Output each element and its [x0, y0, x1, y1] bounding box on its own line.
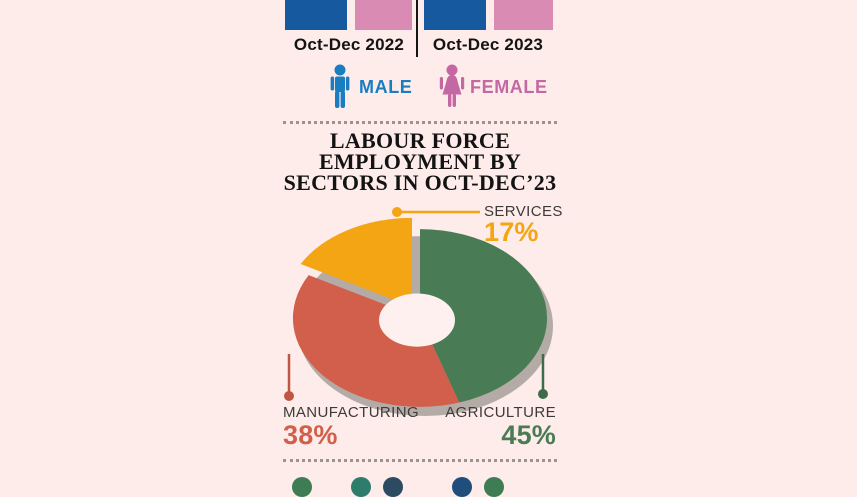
- pie-chart-title: LABOUR FORCE EMPLOYMENT BY SECTORS IN OC…: [278, 128, 562, 195]
- donut-chart: [284, 207, 553, 416]
- infographic-canvas: { "colors": { "background": "#FDECEA", "…: [278, 0, 563, 497]
- male-legend-label: MALE: [359, 77, 413, 97]
- title-line-1: LABOUR FORCE: [329, 128, 511, 153]
- female-bar-2022: [355, 0, 412, 30]
- cropped-next-section-dot: [484, 477, 504, 497]
- donut-hole: [379, 293, 455, 347]
- services-percent: 17%: [484, 217, 539, 247]
- male-bar-2022: [285, 0, 347, 30]
- services-callout-dot: [392, 207, 402, 217]
- manufacturing-callout-dot: [284, 391, 294, 401]
- agriculture-slice: [420, 229, 548, 403]
- female-icon: [439, 64, 465, 107]
- services-slice: [300, 217, 412, 307]
- male-bar-2023: [424, 0, 486, 30]
- cropped-next-section-dot: [351, 477, 371, 497]
- manufacturing-label: MANUFACTURING: [283, 404, 420, 421]
- manufacturing-percent: 38%: [283, 420, 338, 450]
- manufacturing-slice: [292, 275, 460, 407]
- title-line-3: SECTORS IN OCT-DEC’23: [283, 170, 557, 195]
- category-label-2022: Oct-Dec 2022: [293, 35, 405, 54]
- female-bar-2023: [494, 0, 553, 30]
- male-icon: [330, 64, 350, 108]
- agriculture-label: AGRICULTURE: [445, 404, 556, 421]
- agriculture-callout-dot: [538, 389, 548, 399]
- period-divider-line: [416, 0, 418, 57]
- cropped-next-section-dot: [383, 477, 403, 497]
- cropped-next-section-dot: [452, 477, 472, 497]
- female-legend-label: FEMALE: [470, 77, 548, 97]
- cropped-next-section-dot: [292, 477, 312, 497]
- dotted-separator-top: [283, 121, 557, 124]
- services-label: SERVICES: [484, 203, 563, 220]
- title-line-2: EMPLOYMENT BY: [318, 149, 522, 174]
- dotted-separator-bottom: [283, 459, 557, 462]
- agriculture-percent: 45%: [501, 420, 556, 450]
- category-label-2023: Oct-Dec 2023: [432, 35, 544, 54]
